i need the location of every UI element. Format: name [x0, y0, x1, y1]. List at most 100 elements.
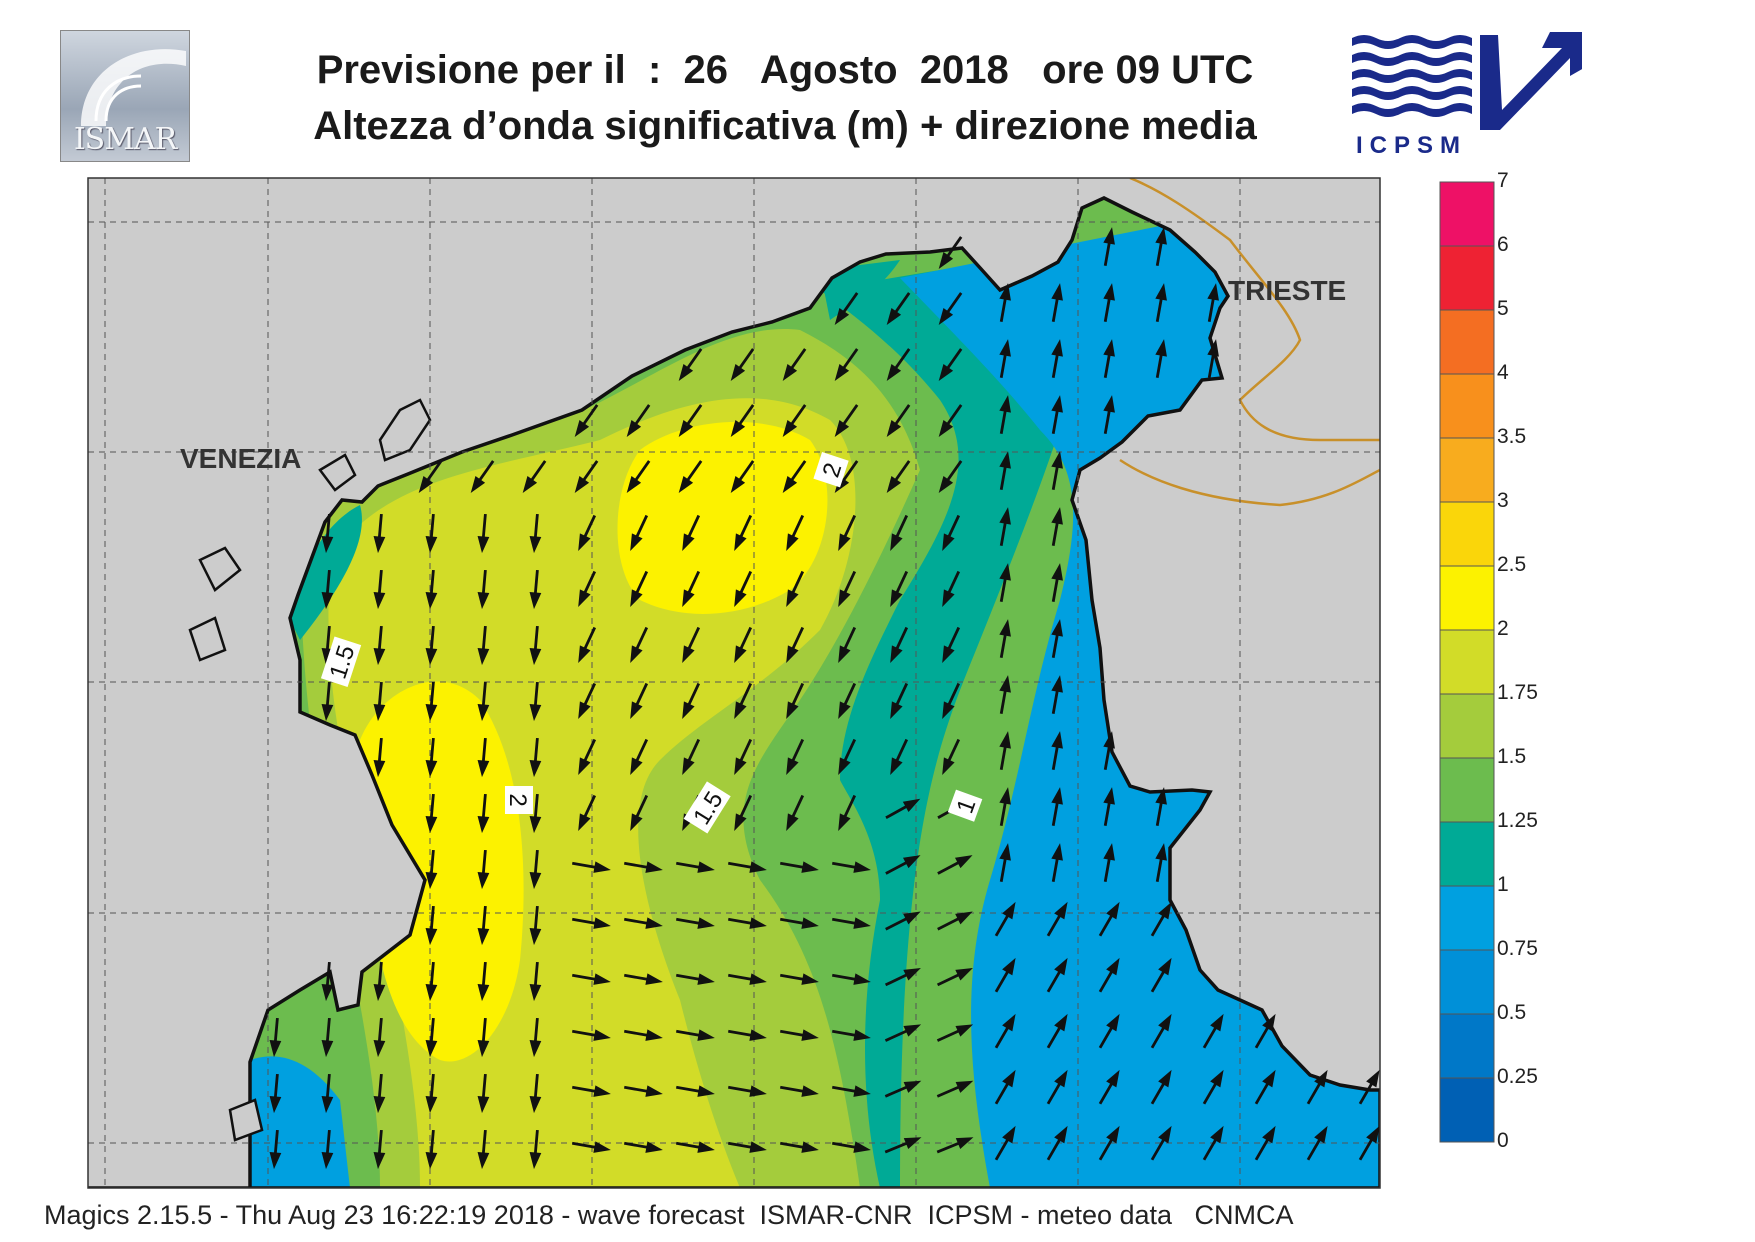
wave-arrow-head — [477, 1095, 490, 1114]
wave-arrow-head — [1158, 1125, 1172, 1144]
ismar-logo-mark — [81, 49, 186, 126]
wave-arrow-head — [697, 1085, 715, 1097]
wave-arrow-head — [697, 1029, 715, 1041]
wave-arrow-head — [1051, 563, 1063, 581]
wave-arrow-head — [1103, 227, 1115, 245]
legend-swatch — [1439, 565, 1495, 631]
wave-arrow-head — [626, 475, 642, 494]
wave-arrow-head — [749, 1029, 767, 1041]
wave-arrow-head — [645, 973, 663, 985]
footer-credits: Magics 2.15.5 - Thu Aug 23 16:22:19 2018… — [44, 1200, 1294, 1230]
wave-arrow-head — [1054, 1013, 1068, 1032]
wave-arrow-head — [697, 973, 715, 985]
wave-arrow-head — [477, 535, 490, 554]
wave-arrow-head — [630, 813, 643, 832]
wave-arrow-head — [734, 589, 747, 608]
wave-arrow-head — [630, 589, 643, 608]
wave-arrow-head — [593, 861, 611, 873]
wave-arrow-head — [734, 645, 747, 664]
wave-arrow-head — [834, 307, 850, 326]
city-label-venezia: VENEZIA — [180, 443, 301, 474]
wave-arrow-head — [321, 591, 334, 610]
wave-arrow-head — [942, 701, 955, 720]
legend-tick-label: 1 — [1497, 873, 1509, 896]
wave-arrow-head — [938, 307, 954, 326]
wave-arrow-head — [1106, 957, 1120, 976]
wave-arrow-head — [942, 589, 955, 608]
wave-arrow-head — [269, 1151, 282, 1170]
wave-arrow-head — [477, 1039, 490, 1058]
wave-arrow-head — [477, 815, 490, 834]
wave-arrow-head — [477, 1151, 490, 1170]
wave-arrow-head — [425, 535, 438, 554]
wave-arrow-head — [999, 843, 1011, 861]
wave-arrow-head — [1158, 901, 1172, 920]
legend-swatch — [1439, 373, 1495, 439]
wave-arrow-head — [853, 861, 871, 873]
wave-arrow-head — [938, 475, 954, 494]
wave-arrow-head — [999, 507, 1011, 525]
wave-arrow-head — [1103, 731, 1115, 749]
wave-arrow-head — [1051, 507, 1063, 525]
wave-arrow-head — [1002, 1125, 1016, 1144]
wave-arrow-head — [942, 533, 955, 552]
wave-arrow-head — [470, 475, 486, 494]
wave-arrow-head — [1051, 731, 1063, 749]
wave-arrow-head — [630, 701, 643, 720]
wave-arrow-head — [1054, 901, 1068, 920]
national-border-south — [1119, 458, 1380, 507]
contour-band-2-north — [617, 421, 828, 614]
wave-arrow-head — [418, 475, 434, 494]
wave-arrow-head — [645, 1029, 663, 1041]
wave-arrow-head — [838, 589, 851, 608]
city-label-trieste: TRIESTE — [1228, 275, 1346, 306]
wave-arrow-head — [522, 475, 538, 494]
wave-arrow-head — [593, 1029, 611, 1041]
wave-arrow-head — [999, 731, 1011, 749]
wave-arrow-head — [269, 1039, 282, 1058]
wave-arrow-head — [834, 419, 850, 438]
wave-arrow-head — [645, 1085, 663, 1097]
wave-arrow-head — [999, 451, 1011, 469]
wave-arrow-head — [529, 815, 542, 834]
wave-arrow-head — [1106, 1125, 1120, 1144]
legend-swatch — [1439, 629, 1495, 695]
wave-arrow-head — [425, 983, 438, 1002]
wave-arrow-head — [1103, 339, 1115, 357]
wave-arrow-head — [1103, 395, 1115, 413]
legend-tick-label: 7 — [1497, 169, 1509, 192]
wave-arrow-head — [782, 475, 798, 494]
wave-arrow-head — [801, 1085, 819, 1097]
wave-arrow-head — [903, 1080, 922, 1093]
wave-arrow-head — [801, 917, 819, 929]
wave-arrow-head — [425, 759, 438, 778]
wave-arrow-head — [425, 647, 438, 666]
wave-arrow-head — [529, 1039, 542, 1058]
legend-swatch — [1439, 949, 1495, 1015]
wave-arrow-head — [786, 813, 799, 832]
wave-arrow-head — [1002, 1013, 1016, 1032]
wave-arrow-head — [942, 757, 955, 776]
wave-arrow-head — [853, 973, 871, 985]
legend-swatch — [1439, 181, 1495, 247]
wave-arrow-head — [1106, 1069, 1120, 1088]
wave-arrow-head — [321, 1039, 334, 1058]
wave-arrow-head — [578, 701, 591, 720]
wave-arrow-head — [529, 591, 542, 610]
contour-label-2-south: 2 — [504, 793, 531, 806]
wave-arrow-head — [801, 1029, 819, 1041]
legend-swatch — [1439, 821, 1495, 887]
wave-arrow-head — [1106, 901, 1120, 920]
wave-arrow-head — [425, 1151, 438, 1170]
wave-arrow-head — [645, 861, 663, 873]
wave-arrow-head — [1314, 1069, 1328, 1088]
contour-band-1-venezia — [290, 505, 362, 640]
wave-arrow-head — [626, 419, 642, 438]
wave-arrow-head — [938, 419, 954, 438]
wave-arrow-head — [786, 757, 799, 776]
wave-arrow-head — [1314, 1125, 1328, 1144]
wave-arrow-head — [477, 983, 490, 1002]
wave-arrow-head — [529, 871, 542, 890]
wave-arrow-head — [373, 1039, 386, 1058]
wave-arrow-head — [578, 645, 591, 664]
